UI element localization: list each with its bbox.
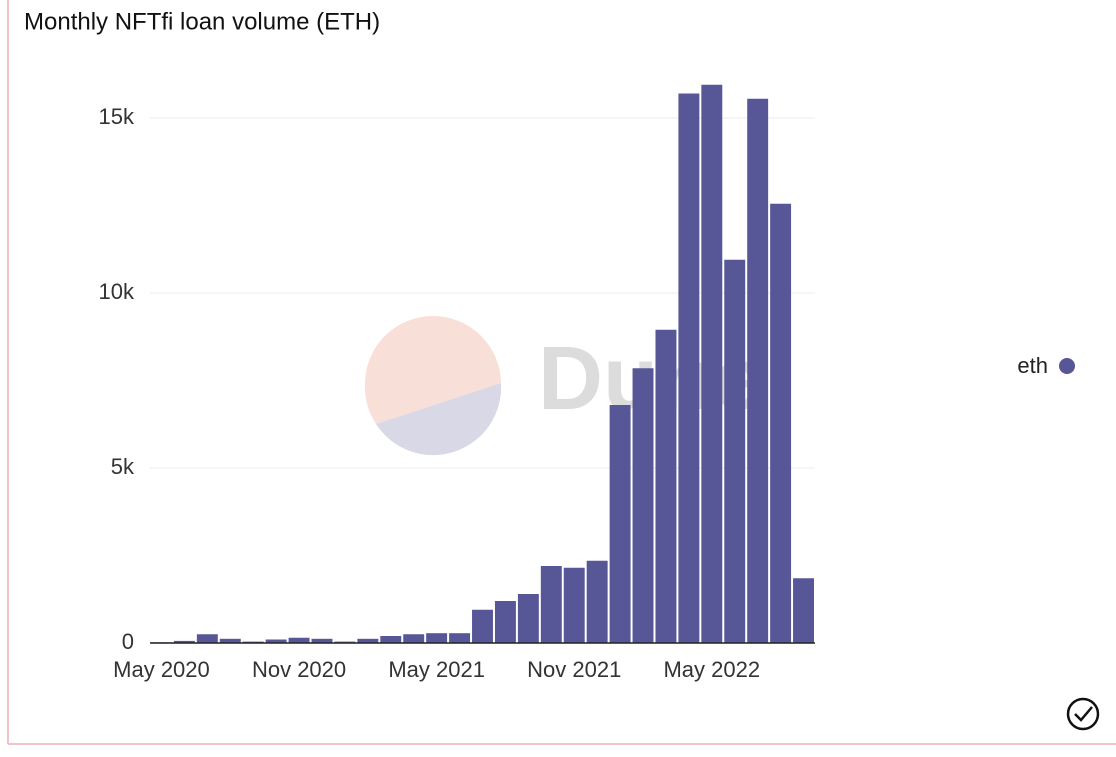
y-tick-label: 5k (111, 454, 135, 479)
bar (701, 84, 723, 643)
legend-label: eth (1017, 353, 1048, 378)
check-mark[interactable] (1074, 706, 1093, 722)
bar (632, 368, 654, 643)
bar (540, 566, 562, 643)
x-tick-label: May 2021 (388, 657, 485, 682)
bar (173, 640, 195, 643)
bar (288, 637, 310, 643)
x-tick-label: Nov 2021 (527, 657, 621, 682)
watermark-logo-bottom (376, 383, 502, 456)
bar (357, 638, 379, 643)
legend-swatch (1059, 358, 1075, 374)
bar (380, 636, 402, 643)
check (1076, 357, 1094, 375)
y-tick-label: 0 (122, 629, 134, 654)
bar (472, 609, 493, 643)
bar (747, 98, 769, 643)
bar (219, 638, 241, 643)
bar (517, 594, 539, 643)
x-tick-label: May 2022 (663, 657, 760, 682)
bar (770, 203, 792, 643)
bar (655, 329, 677, 643)
chart-title: Monthly NFTfi loan volume (ETH) (24, 8, 380, 35)
bar (563, 567, 585, 643)
bar (586, 560, 608, 643)
x-tick-label: May 2020 (113, 657, 210, 682)
plot: 0 5k 10k 15k eth May 2020 Nov 2020 May 2021 Nov … (99, 84, 1075, 682)
bar (449, 633, 471, 643)
bar (793, 578, 814, 643)
x-tick-label: Nov 2020 (252, 657, 346, 682)
bar (426, 633, 448, 643)
bar (494, 601, 516, 643)
y-tick-label: 15k (99, 104, 135, 129)
bar (724, 259, 746, 643)
check-icon[interactable] (1066, 697, 1100, 731)
check-circle[interactable] (1066, 697, 1100, 731)
bar (265, 639, 287, 643)
bar (609, 405, 631, 643)
watermark-logo-top (364, 315, 501, 424)
y-tick-label: 10k (99, 279, 135, 304)
bar (196, 634, 218, 643)
bar (678, 93, 700, 643)
bar (311, 638, 333, 643)
bar (403, 634, 425, 643)
